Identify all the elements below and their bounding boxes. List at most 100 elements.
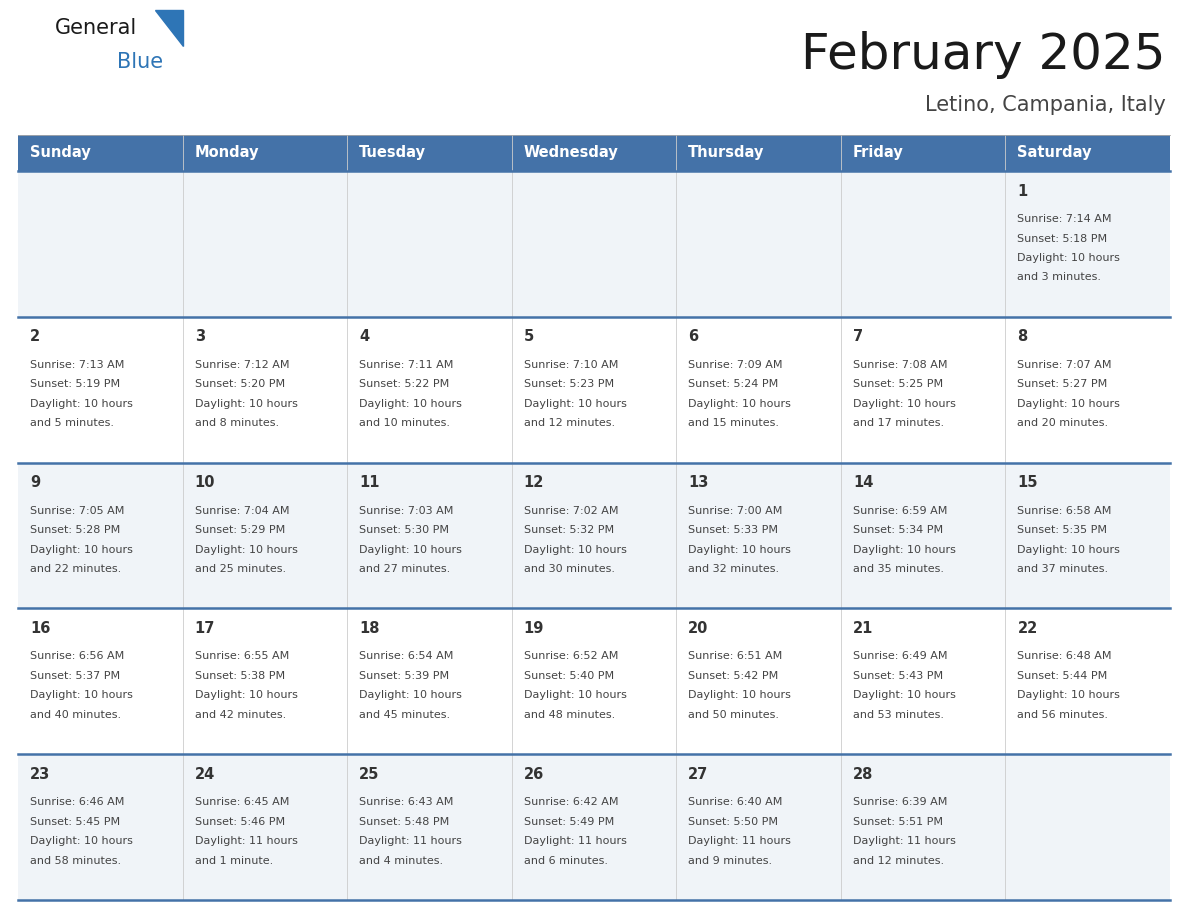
Text: Daylight: 10 hours: Daylight: 10 hours: [688, 398, 791, 409]
Polygon shape: [154, 10, 183, 46]
Text: 11: 11: [359, 476, 380, 490]
Bar: [183, 135, 347, 171]
Text: Blue: Blue: [116, 52, 163, 72]
Text: Daylight: 10 hours: Daylight: 10 hours: [853, 690, 955, 700]
Text: Daylight: 11 hours: Daylight: 11 hours: [688, 836, 791, 846]
Text: Sunset: 5:23 PM: Sunset: 5:23 PM: [524, 379, 614, 389]
Text: Sunset: 5:32 PM: Sunset: 5:32 PM: [524, 525, 614, 535]
Text: Sunrise: 7:12 AM: Sunrise: 7:12 AM: [195, 360, 289, 370]
Text: and 22 minutes.: and 22 minutes.: [30, 564, 121, 574]
Text: Sunrise: 7:07 AM: Sunrise: 7:07 AM: [1017, 360, 1112, 370]
Text: Sunrise: 7:13 AM: Sunrise: 7:13 AM: [30, 360, 125, 370]
Text: Sunset: 5:33 PM: Sunset: 5:33 PM: [688, 525, 778, 535]
Text: 5: 5: [524, 330, 533, 344]
Text: 7: 7: [853, 330, 862, 344]
Text: Sunset: 5:40 PM: Sunset: 5:40 PM: [524, 671, 614, 681]
Text: Sunrise: 6:42 AM: Sunrise: 6:42 AM: [524, 797, 618, 807]
Text: 14: 14: [853, 476, 873, 490]
Text: and 32 minutes.: and 32 minutes.: [688, 564, 779, 574]
Text: 26: 26: [524, 767, 544, 782]
Text: Thursday: Thursday: [688, 145, 765, 161]
Text: Daylight: 10 hours: Daylight: 10 hours: [524, 398, 626, 409]
Text: Sunrise: 7:05 AM: Sunrise: 7:05 AM: [30, 506, 125, 516]
Text: 13: 13: [688, 476, 709, 490]
Text: Daylight: 11 hours: Daylight: 11 hours: [195, 836, 297, 846]
Text: Sunset: 5:43 PM: Sunset: 5:43 PM: [853, 671, 943, 681]
Text: Sunset: 5:19 PM: Sunset: 5:19 PM: [30, 379, 120, 389]
Text: and 12 minutes.: and 12 minutes.: [524, 419, 615, 429]
Text: Sunset: 5:30 PM: Sunset: 5:30 PM: [359, 525, 449, 535]
Text: Daylight: 10 hours: Daylight: 10 hours: [30, 398, 133, 409]
Text: Sunset: 5:24 PM: Sunset: 5:24 PM: [688, 379, 778, 389]
Text: 18: 18: [359, 621, 380, 636]
Text: Sunrise: 7:00 AM: Sunrise: 7:00 AM: [688, 506, 783, 516]
Text: Sunrise: 6:40 AM: Sunrise: 6:40 AM: [688, 797, 783, 807]
Text: 27: 27: [688, 767, 708, 782]
Bar: [18, 317, 1170, 463]
Text: and 56 minutes.: and 56 minutes.: [1017, 710, 1108, 720]
Bar: [512, 135, 676, 171]
Text: and 17 minutes.: and 17 minutes.: [853, 419, 944, 429]
Text: 28: 28: [853, 767, 873, 782]
Text: Sunset: 5:34 PM: Sunset: 5:34 PM: [853, 525, 943, 535]
Text: Sunset: 5:18 PM: Sunset: 5:18 PM: [1017, 233, 1107, 243]
Text: Sunrise: 6:59 AM: Sunrise: 6:59 AM: [853, 506, 947, 516]
Text: Wednesday: Wednesday: [524, 145, 619, 161]
Text: and 58 minutes.: and 58 minutes.: [30, 856, 121, 866]
Text: Sunrise: 6:46 AM: Sunrise: 6:46 AM: [30, 797, 125, 807]
Text: 3: 3: [195, 330, 204, 344]
Text: and 12 minutes.: and 12 minutes.: [853, 856, 944, 866]
Text: Sunrise: 6:45 AM: Sunrise: 6:45 AM: [195, 797, 289, 807]
Text: Friday: Friday: [853, 145, 904, 161]
Text: Sunset: 5:38 PM: Sunset: 5:38 PM: [195, 671, 285, 681]
Text: 15: 15: [1017, 476, 1038, 490]
Text: and 27 minutes.: and 27 minutes.: [359, 564, 450, 574]
Text: Daylight: 10 hours: Daylight: 10 hours: [359, 398, 462, 409]
Text: February 2025: February 2025: [802, 31, 1165, 79]
Text: Tuesday: Tuesday: [359, 145, 426, 161]
Text: 25: 25: [359, 767, 379, 782]
Text: 21: 21: [853, 621, 873, 636]
Text: and 1 minute.: and 1 minute.: [195, 856, 273, 866]
Text: Monday: Monday: [195, 145, 259, 161]
Text: 2: 2: [30, 330, 40, 344]
Text: and 48 minutes.: and 48 minutes.: [524, 710, 615, 720]
Text: and 9 minutes.: and 9 minutes.: [688, 856, 772, 866]
Text: 8: 8: [1017, 330, 1028, 344]
Text: Sunrise: 7:04 AM: Sunrise: 7:04 AM: [195, 506, 289, 516]
Text: Daylight: 10 hours: Daylight: 10 hours: [195, 398, 297, 409]
Text: and 8 minutes.: and 8 minutes.: [195, 419, 279, 429]
Text: and 50 minutes.: and 50 minutes.: [688, 710, 779, 720]
Text: Daylight: 10 hours: Daylight: 10 hours: [688, 690, 791, 700]
Text: 1: 1: [1017, 184, 1028, 198]
Text: and 37 minutes.: and 37 minutes.: [1017, 564, 1108, 574]
Text: Sunrise: 6:58 AM: Sunrise: 6:58 AM: [1017, 506, 1112, 516]
Text: Sunset: 5:35 PM: Sunset: 5:35 PM: [1017, 525, 1107, 535]
Text: 23: 23: [30, 767, 50, 782]
Text: and 40 minutes.: and 40 minutes.: [30, 710, 121, 720]
Text: Daylight: 10 hours: Daylight: 10 hours: [688, 544, 791, 554]
Text: Saturday: Saturday: [1017, 145, 1092, 161]
Text: and 10 minutes.: and 10 minutes.: [359, 419, 450, 429]
Text: General: General: [55, 18, 138, 38]
Text: Sunrise: 6:55 AM: Sunrise: 6:55 AM: [195, 652, 289, 661]
Bar: [18, 755, 1170, 900]
Text: and 53 minutes.: and 53 minutes.: [853, 710, 943, 720]
Bar: [18, 135, 183, 171]
Text: 12: 12: [524, 476, 544, 490]
Text: Daylight: 10 hours: Daylight: 10 hours: [524, 544, 626, 554]
Text: Sunset: 5:51 PM: Sunset: 5:51 PM: [853, 817, 943, 827]
Text: Sunset: 5:28 PM: Sunset: 5:28 PM: [30, 525, 120, 535]
Text: Daylight: 10 hours: Daylight: 10 hours: [359, 544, 462, 554]
Text: and 25 minutes.: and 25 minutes.: [195, 564, 285, 574]
Text: 19: 19: [524, 621, 544, 636]
Bar: [18, 171, 1170, 317]
Bar: [18, 609, 1170, 755]
Text: Sunset: 5:29 PM: Sunset: 5:29 PM: [195, 525, 285, 535]
Text: and 30 minutes.: and 30 minutes.: [524, 564, 614, 574]
Text: and 20 minutes.: and 20 minutes.: [1017, 419, 1108, 429]
Text: and 15 minutes.: and 15 minutes.: [688, 419, 779, 429]
Text: Sunset: 5:48 PM: Sunset: 5:48 PM: [359, 817, 449, 827]
Text: Sunset: 5:25 PM: Sunset: 5:25 PM: [853, 379, 943, 389]
Text: Sunrise: 7:02 AM: Sunrise: 7:02 AM: [524, 506, 618, 516]
